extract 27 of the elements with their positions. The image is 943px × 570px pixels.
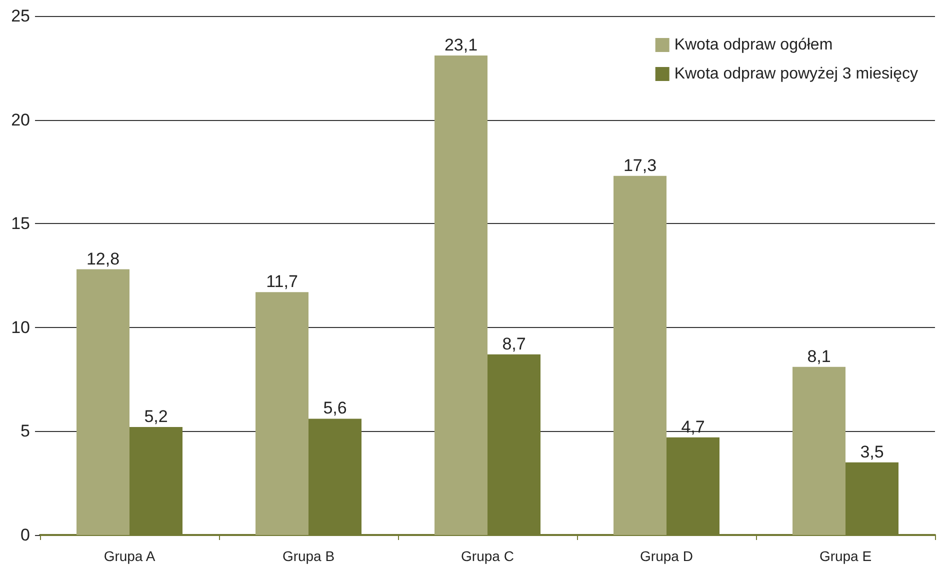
- y-tick-label: 20: [11, 110, 30, 130]
- data-label: 23,1: [444, 35, 478, 54]
- legend-label: Kwota odpraw ogółem: [674, 36, 833, 54]
- x-tick-label: Grupa E: [819, 548, 872, 564]
- data-label: 11,7: [266, 272, 298, 292]
- y-tick-label: 10: [11, 318, 30, 337]
- data-label: 8,1: [807, 346, 831, 366]
- bar: [434, 55, 488, 535]
- data-label: 17,3: [623, 156, 657, 175]
- bar: [76, 269, 130, 535]
- x-tick-label: Grupa C: [461, 548, 514, 564]
- data-label: 3,5: [860, 442, 884, 462]
- bar: [792, 366, 846, 535]
- bar: [614, 176, 666, 535]
- data-label: 5,2: [144, 407, 168, 426]
- legend-label: Kwota odpraw powyżej 3 miesięcy: [674, 66, 918, 82]
- data-label: 12,8: [86, 249, 120, 268]
- y-tick-label: 0: [20, 526, 30, 544]
- x-tick-label: Grupa B: [282, 548, 335, 564]
- data-label: 5,6: [323, 398, 347, 418]
- x-tick-label: Grupa A: [104, 548, 156, 564]
- data-label: 8,7: [502, 334, 526, 354]
- y-tick-label: 15: [11, 214, 30, 234]
- bar: [256, 292, 308, 535]
- y-tick-label: 25: [11, 6, 30, 26]
- x-tick-label: Grupa D: [640, 548, 693, 564]
- y-tick-label: 5: [20, 422, 30, 441]
